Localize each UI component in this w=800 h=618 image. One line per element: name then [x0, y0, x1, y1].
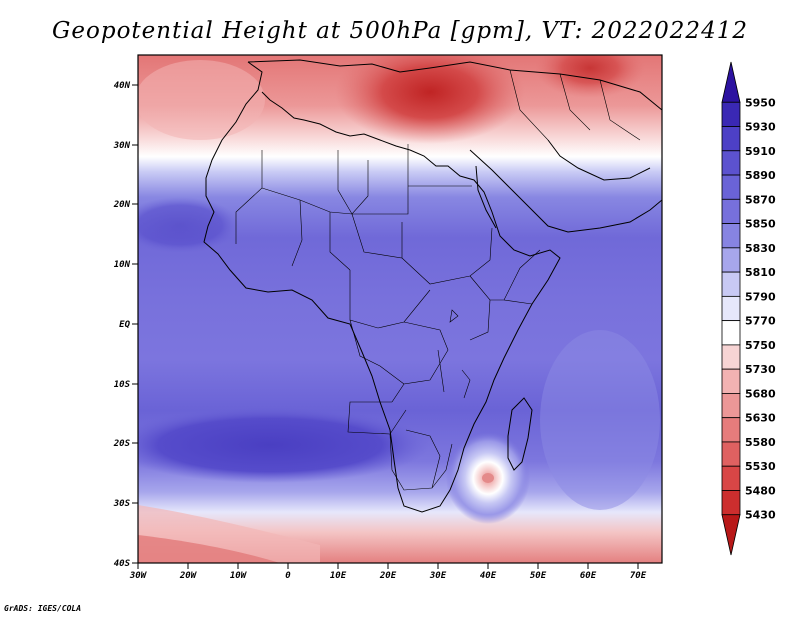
colorbar-swatch [721, 320, 741, 346]
lon-axis: 30W 20W 10W 0 10E 20E 30E 40E 50E 60E 70… [129, 563, 647, 581]
border-east-africa [469, 267, 521, 341]
mediterranean-red-core [335, 55, 525, 144]
colorbar-swatch [721, 174, 741, 200]
lon-label-60e: 60E [580, 571, 597, 581]
colorbar-swatch [721, 198, 741, 224]
middle-east-red-core [535, 55, 645, 98]
africa-outline [203, 61, 561, 513]
colorbar-swatch [721, 271, 741, 297]
atlantic-pink-band [138, 60, 265, 140]
indian-ocean-lighter [540, 330, 660, 510]
colorbar-level-label: 5480 [745, 484, 776, 497]
border-west-africa [291, 199, 351, 271]
arabia-coast [469, 149, 662, 233]
lon-label-40e: 40E [480, 571, 497, 581]
colorbar-level-label: 5850 [745, 218, 776, 231]
colorbar-level-label: 5910 [745, 145, 776, 158]
colorbar-swatch [721, 490, 741, 516]
country-borders [235, 69, 641, 491]
colorbar-level-label: 5580 [745, 436, 776, 449]
colorbar-swatch [721, 247, 741, 273]
colorbar-swatch [721, 368, 741, 394]
red-sea-coast [475, 165, 497, 229]
lat-label-20s: 20S [113, 439, 131, 449]
lat-label-40s: 40S [114, 559, 131, 569]
colorbar-level-label: 5830 [745, 242, 776, 255]
border-nw-africa [235, 150, 263, 244]
lon-label-20e: 20E [379, 571, 397, 581]
border-angola [347, 319, 407, 435]
map-frame [137, 54, 663, 564]
lat-axis: 40N 30N 20N 10N EQ 10S 20S 30S 40S [113, 81, 138, 569]
europe-coast [247, 59, 662, 111]
contour-field [138, 55, 662, 563]
colorbar-swatch [721, 465, 741, 491]
lat-label-20n: 20N [113, 200, 131, 210]
colorbar-swatch [721, 441, 741, 467]
lon-label-10w: 10W [230, 571, 248, 581]
border-horn [503, 249, 541, 305]
coastlines [203, 59, 662, 513]
lon-label-30w: 30W [129, 571, 148, 581]
lon-label-10e: 10E [330, 571, 347, 581]
colorbar-swatch [721, 295, 741, 322]
colorbar-level-label: 5680 [745, 387, 776, 400]
colorbar-swatch [721, 101, 741, 127]
southern-red-band [138, 535, 280, 563]
colorbar-level-label: 5930 [745, 121, 776, 134]
cutoff-low-center [482, 473, 494, 483]
colorbar-level-label: 5430 [745, 509, 776, 522]
madagascar-outline [507, 397, 533, 471]
border-middle-east [509, 69, 641, 141]
south-atlantic-deep-blue [138, 407, 430, 483]
footer-credit: GrADS: IGES/COLA [4, 604, 82, 613]
border-egypt [407, 144, 472, 187]
colorbar-level-label: 5890 [745, 169, 776, 182]
colorbar-swatch [721, 150, 741, 176]
lon-label-20w: 20W [179, 571, 198, 581]
colorbar-swatch [721, 61, 741, 103]
lat-label-10s: 10S [114, 380, 131, 390]
lat-label-eq: EQ [119, 320, 130, 330]
colorbar-level-label: 5530 [745, 460, 776, 473]
colorbar-level-label: 5730 [745, 363, 776, 376]
lat-label-30s: 30S [113, 499, 131, 509]
lat-label-10n: 10N [114, 260, 131, 270]
colorbar-level-label: 5630 [745, 412, 776, 425]
great-lakes [437, 309, 471, 399]
lon-label-0: 0 [285, 571, 291, 581]
colorbar-swatch [721, 417, 741, 443]
border-sahel-north [261, 160, 369, 215]
colorbar-level-label: 5790 [745, 290, 776, 303]
colorbar-swatch [721, 393, 741, 419]
border-southern-africa [389, 429, 453, 491]
map-title: Geopotential Height at 500hPa [gpm], VT:… [52, 18, 748, 44]
lon-label-30e: 30E [429, 571, 447, 581]
colorbar: 5950 5930 5910 5890 5870 5850 5830 5810 5790 5770… [721, 61, 776, 556]
lat-label-30n: 30N [113, 141, 131, 151]
colorbar-swatch [721, 126, 741, 152]
lon-label-50e: 50E [530, 571, 547, 581]
colorbar-level-label: 5810 [745, 266, 776, 279]
colorbar-level-label: 5950 [745, 96, 776, 109]
colorbar-swatch [721, 223, 741, 249]
colorbar-level-label: 5870 [745, 193, 776, 206]
colorbar-swatch [721, 344, 741, 370]
colorbar-level-label: 5750 [745, 339, 776, 352]
colorbar-level-label: 5770 [745, 315, 776, 328]
lon-label-70e: 70E [630, 571, 647, 581]
persian-gulf-coast [547, 139, 651, 181]
colorbar-swatch [721, 514, 741, 556]
west-africa-blue [138, 197, 240, 253]
lat-label-40n: 40N [114, 81, 131, 91]
border-central-africa [349, 270, 449, 403]
